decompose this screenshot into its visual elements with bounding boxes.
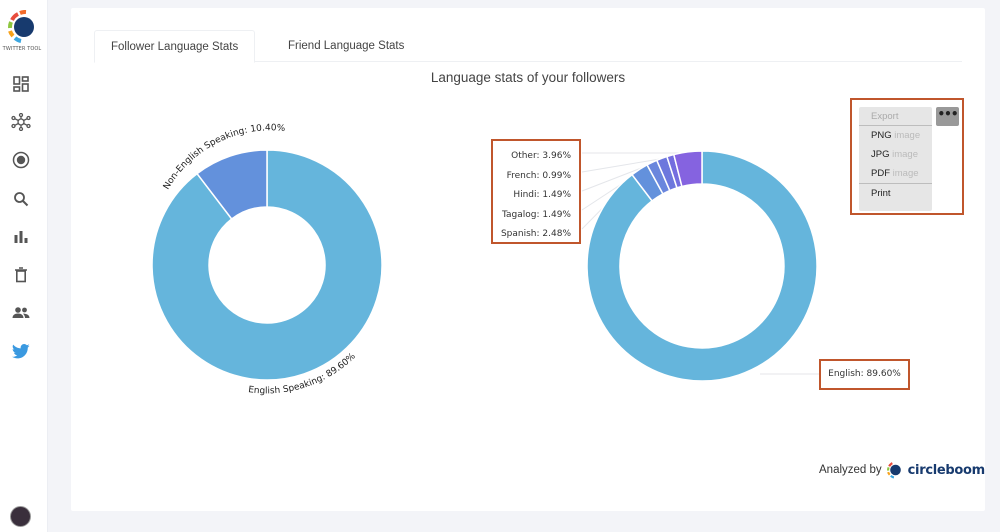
label-spanish: Spanish: 2.48% xyxy=(500,229,571,239)
circleboom-logo-icon xyxy=(886,462,901,479)
label-tagalog: Tagalog: 1.49% xyxy=(502,209,571,220)
label-hindi: Hindi: 1.49% xyxy=(513,190,571,200)
charts-area: Non-English Speaking: 10.40% English Spe… xyxy=(151,123,820,396)
label-other: Other: 3.96% xyxy=(511,151,571,161)
slice-english-speaking[interactable] xyxy=(151,149,383,381)
user-avatar[interactable] xyxy=(10,506,31,527)
users-icon[interactable] xyxy=(11,303,31,323)
slice-english[interactable] xyxy=(586,150,818,382)
label-french: French: 0.99% xyxy=(506,170,571,181)
tab-follower-language-stats[interactable]: Follower Language Stats xyxy=(94,30,256,63)
analyzed-by: Analyzed by circleboom xyxy=(819,461,985,479)
export-png-sub: image xyxy=(894,130,921,141)
logo-text: TWITTER TOOL xyxy=(2,46,42,52)
export-pdf-label: PDF xyxy=(871,168,890,179)
tab-friend-language-stats[interactable]: Friend Language Stats xyxy=(288,40,405,52)
export-pdf[interactable]: PDF image xyxy=(859,164,932,183)
sidebar: TWITTER TOOL xyxy=(0,0,48,532)
twitter-icon[interactable] xyxy=(11,341,31,361)
export-menu-header: Export xyxy=(859,107,932,126)
analyzed-by-text: Analyzed by xyxy=(819,464,882,476)
export-jpg-label: JPG xyxy=(871,149,890,160)
export-menu-highlight: Export PNG image JPG image PDF image Pri… xyxy=(850,98,964,215)
print-button[interactable]: Print xyxy=(859,183,932,202)
bar-chart-icon[interactable] xyxy=(11,227,31,247)
small-slices-labels-highlight: Other: 3.96% French: 0.99% Hindi: 1.49% … xyxy=(491,139,581,244)
label-english: English: 89.60% xyxy=(819,359,910,390)
export-jpg[interactable]: JPG image xyxy=(859,145,932,164)
more-options-button[interactable]: ••• xyxy=(936,107,959,126)
export-pdf-sub: image xyxy=(892,168,919,179)
circleboom-brand[interactable]: circleboom xyxy=(907,462,986,478)
tab-bar: Follower Language Stats Friend Language … xyxy=(94,30,962,63)
target-icon[interactable] xyxy=(11,150,31,170)
right-donut-chart xyxy=(581,150,820,382)
export-menu: Export PNG image JPG image PDF image Pri… xyxy=(859,107,932,211)
trash-icon[interactable] xyxy=(11,265,31,285)
chart-title: Language stats of your followers xyxy=(430,70,626,85)
dashboard-icon[interactable] xyxy=(11,74,31,94)
export-png[interactable]: PNG image xyxy=(859,126,932,145)
network-icon[interactable] xyxy=(11,112,31,132)
language-stats-card: Follower Language Stats Friend Language … xyxy=(71,8,985,511)
search-icon[interactable] xyxy=(11,189,31,209)
slice-other[interactable] xyxy=(672,150,703,188)
slice-non-english-speaking[interactable] xyxy=(196,149,268,221)
left-donut-chart: Non-English Speaking: 10.40% English Spe… xyxy=(151,123,383,396)
export-png-label: PNG xyxy=(871,130,892,141)
export-jpg-sub: image xyxy=(892,149,918,160)
twitter-tool-logo[interactable] xyxy=(6,10,40,44)
